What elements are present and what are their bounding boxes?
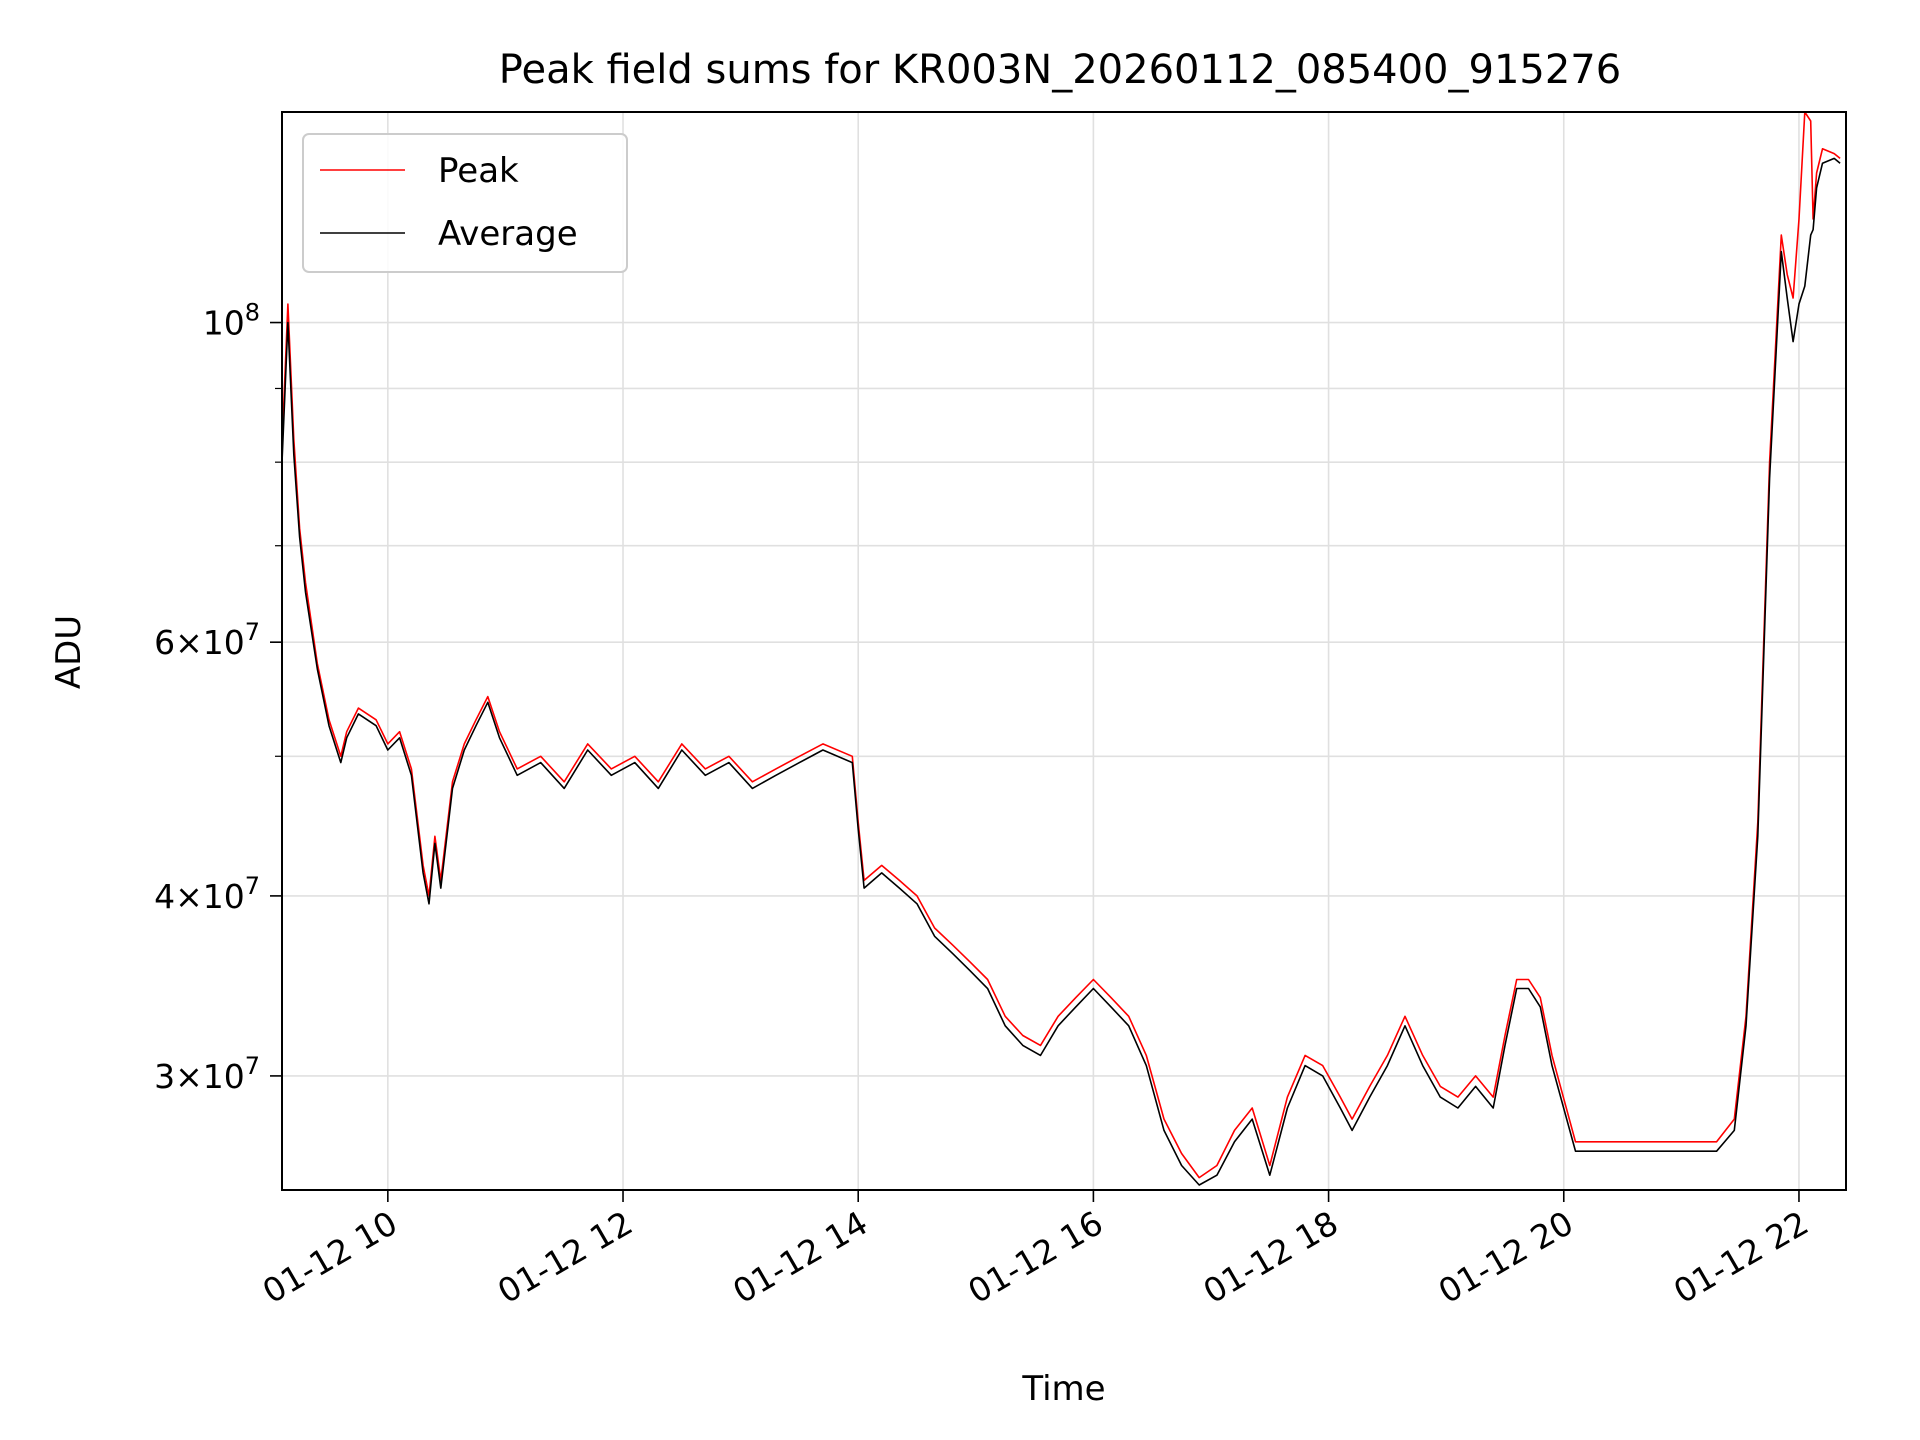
- series-line-peak: [282, 112, 1841, 1179]
- legend: Peak Average: [302, 133, 628, 273]
- y-tick-label: 3×107: [154, 1052, 260, 1096]
- series-line-average: [282, 157, 1841, 1186]
- y-tick-label: 6×107: [154, 618, 260, 662]
- plot-frame: [281, 111, 1847, 1191]
- x-axis-label: Time: [1021, 1369, 1105, 1409]
- series-lines: [282, 112, 1841, 1186]
- legend-label-average: Average: [438, 214, 578, 254]
- legend-box: [302, 133, 628, 273]
- chart-title: Peak field sums for KR003N_20260112_0854…: [499, 47, 1621, 93]
- y-tick-label: 4×107: [154, 872, 260, 916]
- y-tick-label: 108: [203, 299, 260, 343]
- y-axis-label: ADU: [49, 615, 89, 689]
- grid: [282, 112, 1846, 1190]
- legend-label-peak: Peak: [438, 151, 519, 191]
